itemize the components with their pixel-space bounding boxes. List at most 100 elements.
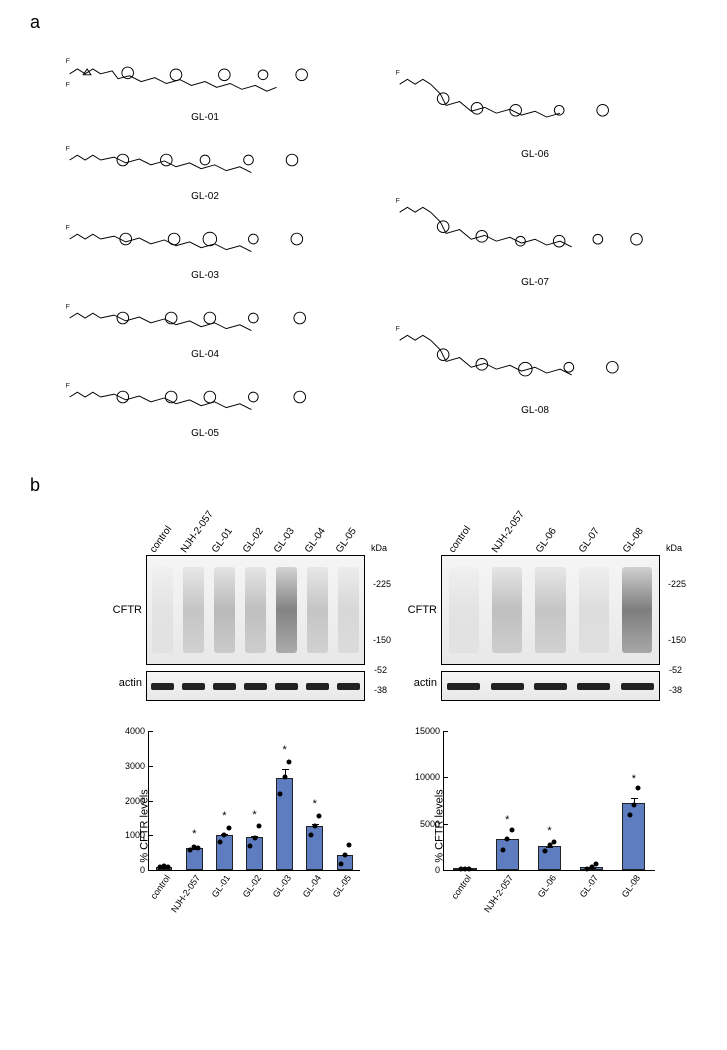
structure-label: GL-08 <box>521 405 549 416</box>
lane-label: GL-07 <box>577 526 602 555</box>
cftr-blot-image <box>146 555 365 665</box>
x-tick-label: control <box>149 873 173 901</box>
svg-text:F: F <box>396 198 400 205</box>
cftr-blot-image <box>441 555 660 665</box>
data-point <box>218 840 223 845</box>
data-point <box>282 774 287 779</box>
blot-band <box>535 567 565 653</box>
data-point <box>286 760 291 765</box>
data-point <box>256 824 261 829</box>
data-point <box>166 864 171 869</box>
lane-label: GL-03 <box>272 526 297 555</box>
y-tick: 0 <box>435 865 444 875</box>
blot-band <box>622 567 652 653</box>
significance-marker: * <box>192 828 196 840</box>
data-point <box>543 849 548 854</box>
data-point <box>252 836 257 841</box>
panel-b-label: b <box>30 475 40 496</box>
data-point <box>467 866 472 871</box>
data-point <box>338 862 343 867</box>
bar <box>622 803 645 870</box>
data-point <box>627 813 632 818</box>
panel-b-content: controlNJH-2-057GL-01GL-02GL-03GL-04GL-0… <box>100 500 660 921</box>
structure-label: GL-01 <box>191 112 219 123</box>
actin-label: actin <box>395 677 437 689</box>
lane-label: control <box>148 524 174 555</box>
marker-225: -225 <box>373 579 391 589</box>
blot-band <box>337 683 361 691</box>
data-point <box>509 827 514 832</box>
structure-label: GL-07 <box>521 277 549 288</box>
chem-structure-icon: F <box>390 60 680 147</box>
structure-label: GL-06 <box>521 149 549 160</box>
significance-marker: * <box>283 744 287 756</box>
chem-structure-icon: F <box>60 289 350 347</box>
blot-band <box>491 683 524 691</box>
structure-grid: F F GL-01 F GL-02 F <box>60 40 680 439</box>
data-point <box>308 832 313 837</box>
chem-structure-icon: F F <box>60 40 350 110</box>
blot-band <box>577 683 610 691</box>
marker-52: -52 <box>669 665 682 675</box>
structure-label: GL-02 <box>191 191 219 202</box>
x-tick-label: GL-04 <box>300 873 323 899</box>
actin-label: actin <box>100 677 142 689</box>
x-tick-label: GL-02 <box>240 873 263 899</box>
blot-band <box>492 567 522 653</box>
chem-structure-icon: F <box>60 368 350 426</box>
blot-band <box>306 683 330 691</box>
data-point <box>505 836 510 841</box>
cftr-blot-row: kDa CFTR -225 -150 <box>100 555 365 665</box>
marker-38: -38 <box>669 685 682 695</box>
blot-band <box>244 683 268 691</box>
blot-band <box>579 567 609 653</box>
actin-blot-image <box>441 671 660 701</box>
structure-column-left: F F GL-01 F GL-02 F <box>60 40 350 439</box>
blot-band <box>245 567 267 653</box>
lane-label: GL-01 <box>210 526 235 555</box>
significance-marker: * <box>252 809 256 821</box>
y-tick: 5000 <box>420 819 444 829</box>
blot-set-right: controlNJH-2-057GL-06GL-07GL-08 kDa CFTR… <box>395 500 660 921</box>
actin-blot-row: actin -52 -38 <box>395 665 660 701</box>
significance-marker: * <box>222 810 226 822</box>
data-point <box>593 862 598 867</box>
blot-band <box>447 683 480 691</box>
x-tick-label: control <box>450 873 474 901</box>
actin-blot-row: actin -52 -38 <box>100 665 365 701</box>
structure-label: GL-03 <box>191 270 219 281</box>
data-point <box>636 786 641 791</box>
blot-band <box>534 683 567 691</box>
x-tick-label: GL-01 <box>210 873 233 899</box>
blot-band <box>449 567 479 653</box>
data-point <box>222 833 227 838</box>
x-tick-label: GL-05 <box>331 873 354 899</box>
lane-label: GL-08 <box>621 526 646 555</box>
marker-38: -38 <box>374 685 387 695</box>
svg-text:F: F <box>66 145 70 152</box>
svg-text:F: F <box>396 326 400 333</box>
kda-label: kDa <box>666 543 682 553</box>
bar <box>496 839 519 870</box>
cftr-blot-row: kDa CFTR -225 -150 <box>395 555 660 665</box>
lane-label: control <box>447 524 473 555</box>
significance-marker: * <box>313 798 317 810</box>
blot-band <box>151 683 175 691</box>
chem-structure-icon: F <box>60 131 350 189</box>
chem-structure-icon: F <box>390 316 680 403</box>
x-tick-label: GL-06 <box>535 873 558 899</box>
blot-band <box>182 683 206 691</box>
bar-chart-right: % CFTR levels 050001000015000control*NJH… <box>395 731 660 921</box>
structure-label: GL-05 <box>191 428 219 439</box>
chart-area: 050001000015000control*NJH-2-057*GL-06GL… <box>443 731 655 871</box>
chem-structure-icon: F <box>390 188 680 275</box>
data-point <box>196 845 201 850</box>
data-point <box>501 848 506 853</box>
significance-marker: * <box>547 825 551 837</box>
x-tick-label: NJH-2-057 <box>169 873 202 914</box>
y-tick: 0 <box>140 865 149 875</box>
cftr-label: CFTR <box>395 604 437 616</box>
blot-lane-labels-left: controlNJH-2-057GL-01GL-02GL-03GL-04GL-0… <box>148 500 365 555</box>
cftr-label: CFTR <box>100 604 142 616</box>
svg-text:F: F <box>66 81 70 88</box>
